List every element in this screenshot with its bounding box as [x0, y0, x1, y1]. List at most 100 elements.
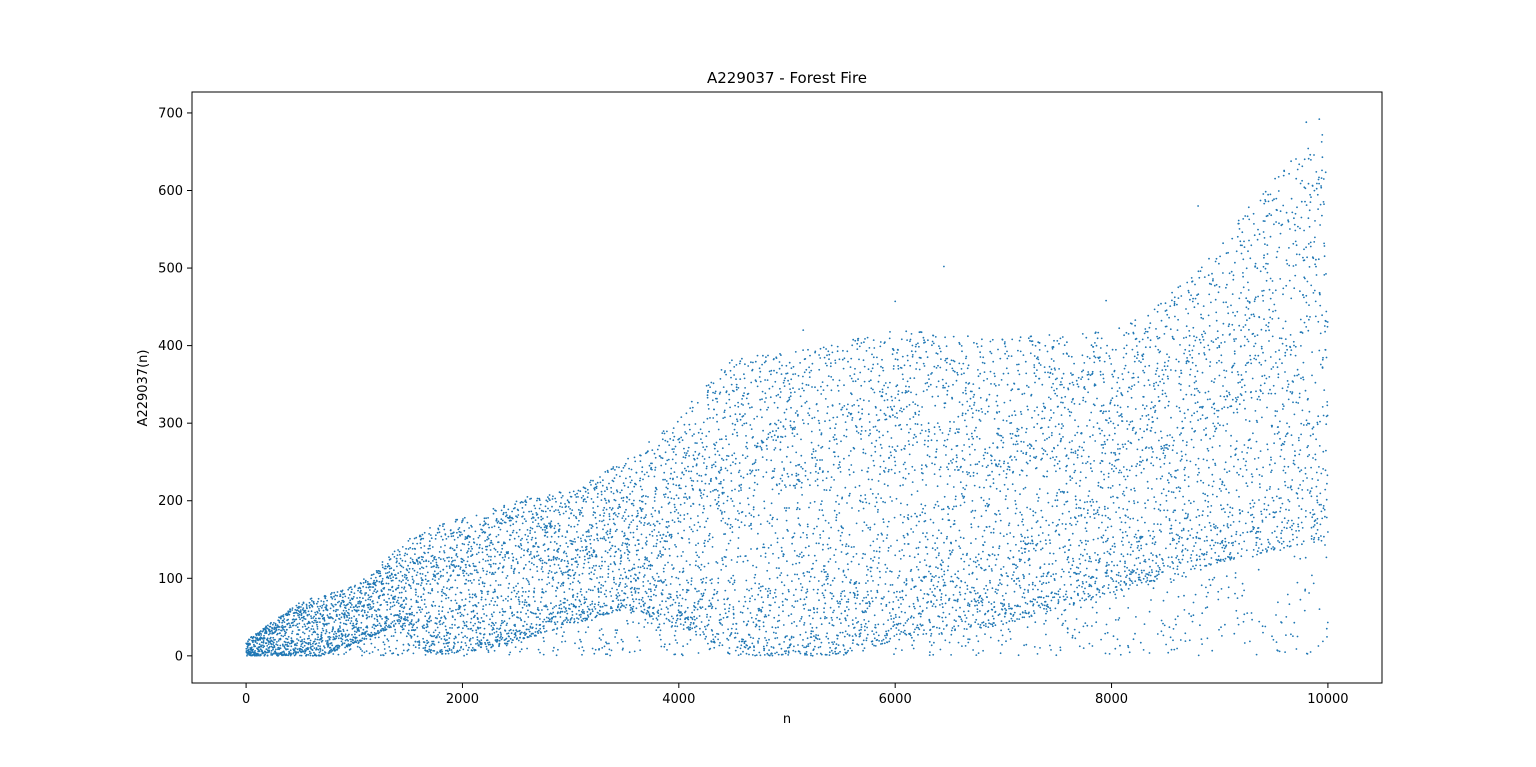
data-point	[544, 510, 547, 513]
data-point	[782, 537, 784, 539]
data-point	[710, 640, 713, 643]
data-point	[448, 641, 450, 644]
data-point	[513, 567, 516, 570]
data-point	[303, 644, 306, 647]
data-point	[688, 538, 690, 540]
data-point	[285, 637, 287, 640]
data-point	[697, 603, 699, 605]
data-point	[429, 592, 432, 595]
data-point	[749, 406, 751, 409]
data-point	[576, 566, 579, 568]
data-point	[345, 651, 347, 654]
data-point	[361, 650, 364, 652]
data-point	[585, 548, 588, 551]
data-point	[450, 649, 453, 651]
data-point	[262, 640, 265, 642]
data-point	[780, 546, 783, 549]
data-point	[339, 605, 342, 608]
data-point	[426, 624, 429, 626]
data-point	[441, 538, 444, 541]
data-point	[585, 598, 588, 601]
data-point	[767, 594, 769, 597]
data-point	[320, 631, 323, 634]
data-point	[385, 624, 388, 627]
data-point	[608, 642, 610, 645]
data-point	[754, 598, 756, 601]
data-point	[557, 509, 560, 511]
data-point	[723, 371, 726, 374]
data-point	[509, 607, 512, 610]
data-point	[588, 572, 591, 575]
data-point	[663, 471, 666, 474]
data-point	[403, 554, 406, 557]
data-point	[401, 652, 404, 655]
data-point	[724, 416, 726, 419]
data-point	[337, 609, 339, 611]
data-point	[775, 394, 778, 397]
data-point	[470, 627, 473, 630]
data-point	[307, 648, 309, 651]
data-point	[723, 409, 726, 412]
data-point	[496, 627, 498, 630]
data-point	[511, 531, 514, 534]
data-point	[681, 471, 684, 474]
data-point	[666, 487, 669, 490]
data-point	[709, 605, 711, 608]
data-point	[451, 651, 453, 653]
data-point	[417, 583, 420, 585]
data-point	[412, 560, 414, 563]
data-point	[755, 617, 757, 620]
data-point	[675, 508, 678, 511]
data-point	[559, 616, 562, 618]
data-point	[454, 593, 457, 596]
data-point	[468, 600, 471, 603]
data-point	[619, 609, 621, 612]
data-point	[254, 641, 257, 643]
data-point	[769, 514, 772, 516]
data-point	[546, 605, 548, 608]
data-point	[677, 512, 680, 514]
data-point	[433, 558, 436, 560]
data-point	[655, 629, 658, 631]
data-point	[483, 582, 486, 585]
data-point	[406, 553, 409, 556]
data-point	[744, 646, 747, 649]
data-point	[780, 489, 783, 492]
data-point	[497, 541, 500, 543]
data-point	[668, 525, 670, 527]
data-point	[322, 614, 325, 616]
data-point	[596, 577, 598, 579]
data-point	[576, 492, 578, 495]
data-point	[415, 536, 418, 539]
data-point	[368, 586, 371, 588]
data-point	[426, 571, 429, 574]
data-point	[576, 617, 578, 619]
data-point	[773, 467, 776, 470]
data-point	[460, 645, 463, 648]
data-point	[477, 618, 479, 620]
data-point	[308, 605, 311, 607]
data-point	[736, 431, 738, 434]
data-point	[443, 551, 446, 554]
data-point	[590, 484, 592, 486]
data-point	[310, 610, 313, 613]
data-point	[437, 583, 439, 585]
data-point	[425, 606, 427, 608]
data-point	[488, 526, 490, 529]
data-point	[487, 651, 490, 653]
data-point	[465, 621, 468, 623]
data-point	[588, 557, 591, 559]
data-point	[283, 645, 286, 648]
data-point	[457, 528, 460, 531]
data-point	[421, 566, 423, 569]
data-point	[323, 625, 326, 627]
data-point	[758, 619, 761, 622]
data-point	[575, 496, 578, 498]
data-point	[342, 628, 345, 631]
data-point	[629, 475, 631, 478]
data-point	[466, 560, 469, 563]
data-point	[727, 455, 730, 457]
data-point	[339, 593, 342, 596]
data-point	[726, 637, 728, 640]
data-point	[775, 371, 778, 374]
